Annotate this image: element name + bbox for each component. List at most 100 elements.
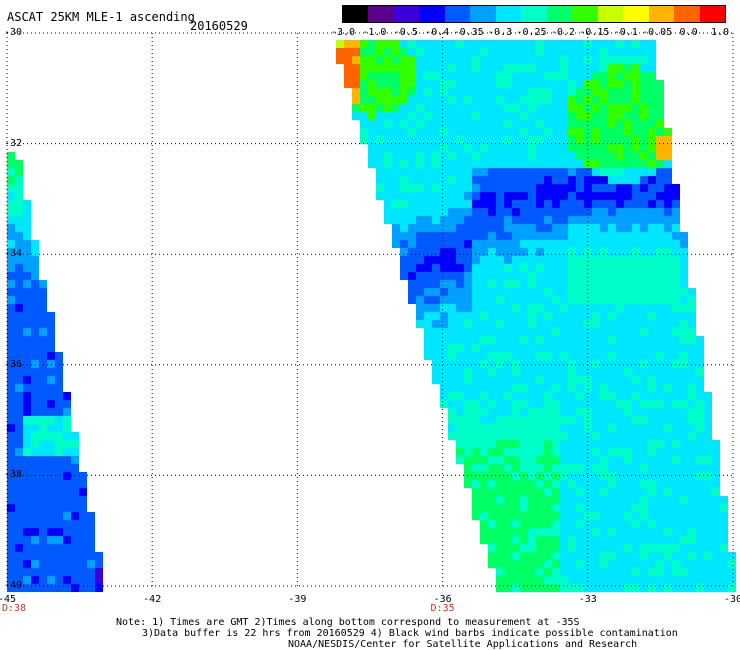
swath-cell bbox=[432, 72, 440, 80]
swath-cell bbox=[520, 184, 528, 192]
swath-cell bbox=[87, 576, 95, 584]
swath-cell bbox=[544, 480, 552, 488]
swath-cell bbox=[512, 256, 520, 264]
swath-cell bbox=[400, 208, 408, 216]
swath-cell bbox=[504, 72, 512, 80]
swath-cell bbox=[544, 544, 552, 552]
swath-cell bbox=[616, 320, 624, 328]
swath-cell bbox=[672, 232, 680, 240]
swath-cell bbox=[71, 584, 79, 592]
swath-cell bbox=[568, 216, 576, 224]
swath-cell bbox=[576, 80, 584, 88]
swath-cell bbox=[552, 184, 560, 192]
swath-cell bbox=[560, 528, 568, 536]
swath-cell bbox=[648, 408, 656, 416]
swath-cell bbox=[504, 472, 512, 480]
swath-cell bbox=[624, 584, 632, 592]
swath-cell bbox=[79, 576, 87, 584]
swath-cell bbox=[616, 64, 624, 72]
swath-cell bbox=[488, 560, 496, 568]
swath-cell bbox=[472, 112, 480, 120]
swath-cell bbox=[31, 584, 39, 592]
swath-cell bbox=[584, 280, 592, 288]
swath-cell bbox=[544, 528, 552, 536]
swath-cell bbox=[608, 208, 616, 216]
swath-cell bbox=[536, 256, 544, 264]
swath-cell bbox=[608, 336, 616, 344]
swath-cell bbox=[464, 168, 472, 176]
swath-cell bbox=[632, 552, 640, 560]
swath-cell bbox=[544, 400, 552, 408]
swath-cell bbox=[544, 440, 552, 448]
swath-cell bbox=[680, 432, 688, 440]
swath-cell bbox=[480, 480, 488, 488]
swath-cell bbox=[712, 536, 720, 544]
swath-cell bbox=[624, 216, 632, 224]
swath-cell bbox=[472, 384, 480, 392]
swath-cell bbox=[400, 240, 408, 248]
swath-cell bbox=[512, 280, 520, 288]
swath-cell bbox=[664, 152, 672, 160]
swath-cell bbox=[592, 136, 600, 144]
swath-cell bbox=[568, 88, 576, 96]
swath-cell bbox=[680, 464, 688, 472]
swath-cell bbox=[55, 560, 63, 568]
swath-cell bbox=[648, 160, 656, 168]
swath-cell bbox=[464, 464, 472, 472]
swath-cell bbox=[648, 512, 656, 520]
swath-cell bbox=[448, 336, 456, 344]
swath-cell bbox=[63, 392, 71, 400]
swath-cell bbox=[464, 384, 472, 392]
swath-cell bbox=[576, 104, 584, 112]
swath-cell bbox=[664, 344, 672, 352]
swath-data bbox=[7, 40, 736, 592]
swath-cell bbox=[488, 272, 496, 280]
swath-cell bbox=[87, 584, 95, 592]
swath-cell bbox=[648, 64, 656, 72]
swath-cell bbox=[640, 328, 648, 336]
swath-cell bbox=[504, 576, 512, 584]
swath-cell bbox=[23, 216, 31, 224]
swath-cell bbox=[544, 120, 552, 128]
swath-cell bbox=[584, 240, 592, 248]
swath-cell bbox=[560, 560, 568, 568]
swath-cell bbox=[576, 568, 584, 576]
swath-cell bbox=[480, 472, 488, 480]
swath-cell bbox=[456, 408, 464, 416]
swath-cell bbox=[520, 56, 528, 64]
swath-cell bbox=[568, 560, 576, 568]
swath-cell bbox=[536, 56, 544, 64]
note-line-3: NOAA/NESDIS/Center for Satellite Applica… bbox=[288, 639, 638, 650]
swath-cell bbox=[39, 464, 47, 472]
swath-cell bbox=[79, 472, 87, 480]
swath-cell bbox=[696, 376, 704, 384]
swath-cell bbox=[568, 176, 576, 184]
swath-cell bbox=[584, 232, 592, 240]
swath-cell bbox=[55, 488, 63, 496]
swath-cell bbox=[624, 536, 632, 544]
swath-cell bbox=[568, 456, 576, 464]
swath-cell bbox=[632, 168, 640, 176]
swath-cell bbox=[456, 240, 464, 248]
swath-cell bbox=[536, 296, 544, 304]
swath-cell bbox=[632, 336, 640, 344]
swath-cell bbox=[7, 168, 15, 176]
swath-cell bbox=[712, 456, 720, 464]
swath-cell bbox=[608, 176, 616, 184]
swath-cell bbox=[608, 400, 616, 408]
swath-cell bbox=[656, 96, 664, 104]
swath-cell bbox=[680, 288, 688, 296]
swath-cell bbox=[424, 112, 432, 120]
swath-cell bbox=[496, 584, 504, 592]
swath-cell bbox=[640, 528, 648, 536]
swath-cell bbox=[568, 296, 576, 304]
swath-cell bbox=[560, 568, 568, 576]
swath-cell bbox=[560, 312, 568, 320]
swath-cell bbox=[648, 192, 656, 200]
swath-cell bbox=[640, 432, 648, 440]
swath-cell bbox=[472, 56, 480, 64]
swath-cell bbox=[504, 544, 512, 552]
swath-cell bbox=[480, 296, 488, 304]
swath-cell bbox=[456, 136, 464, 144]
swath-cell bbox=[640, 320, 648, 328]
